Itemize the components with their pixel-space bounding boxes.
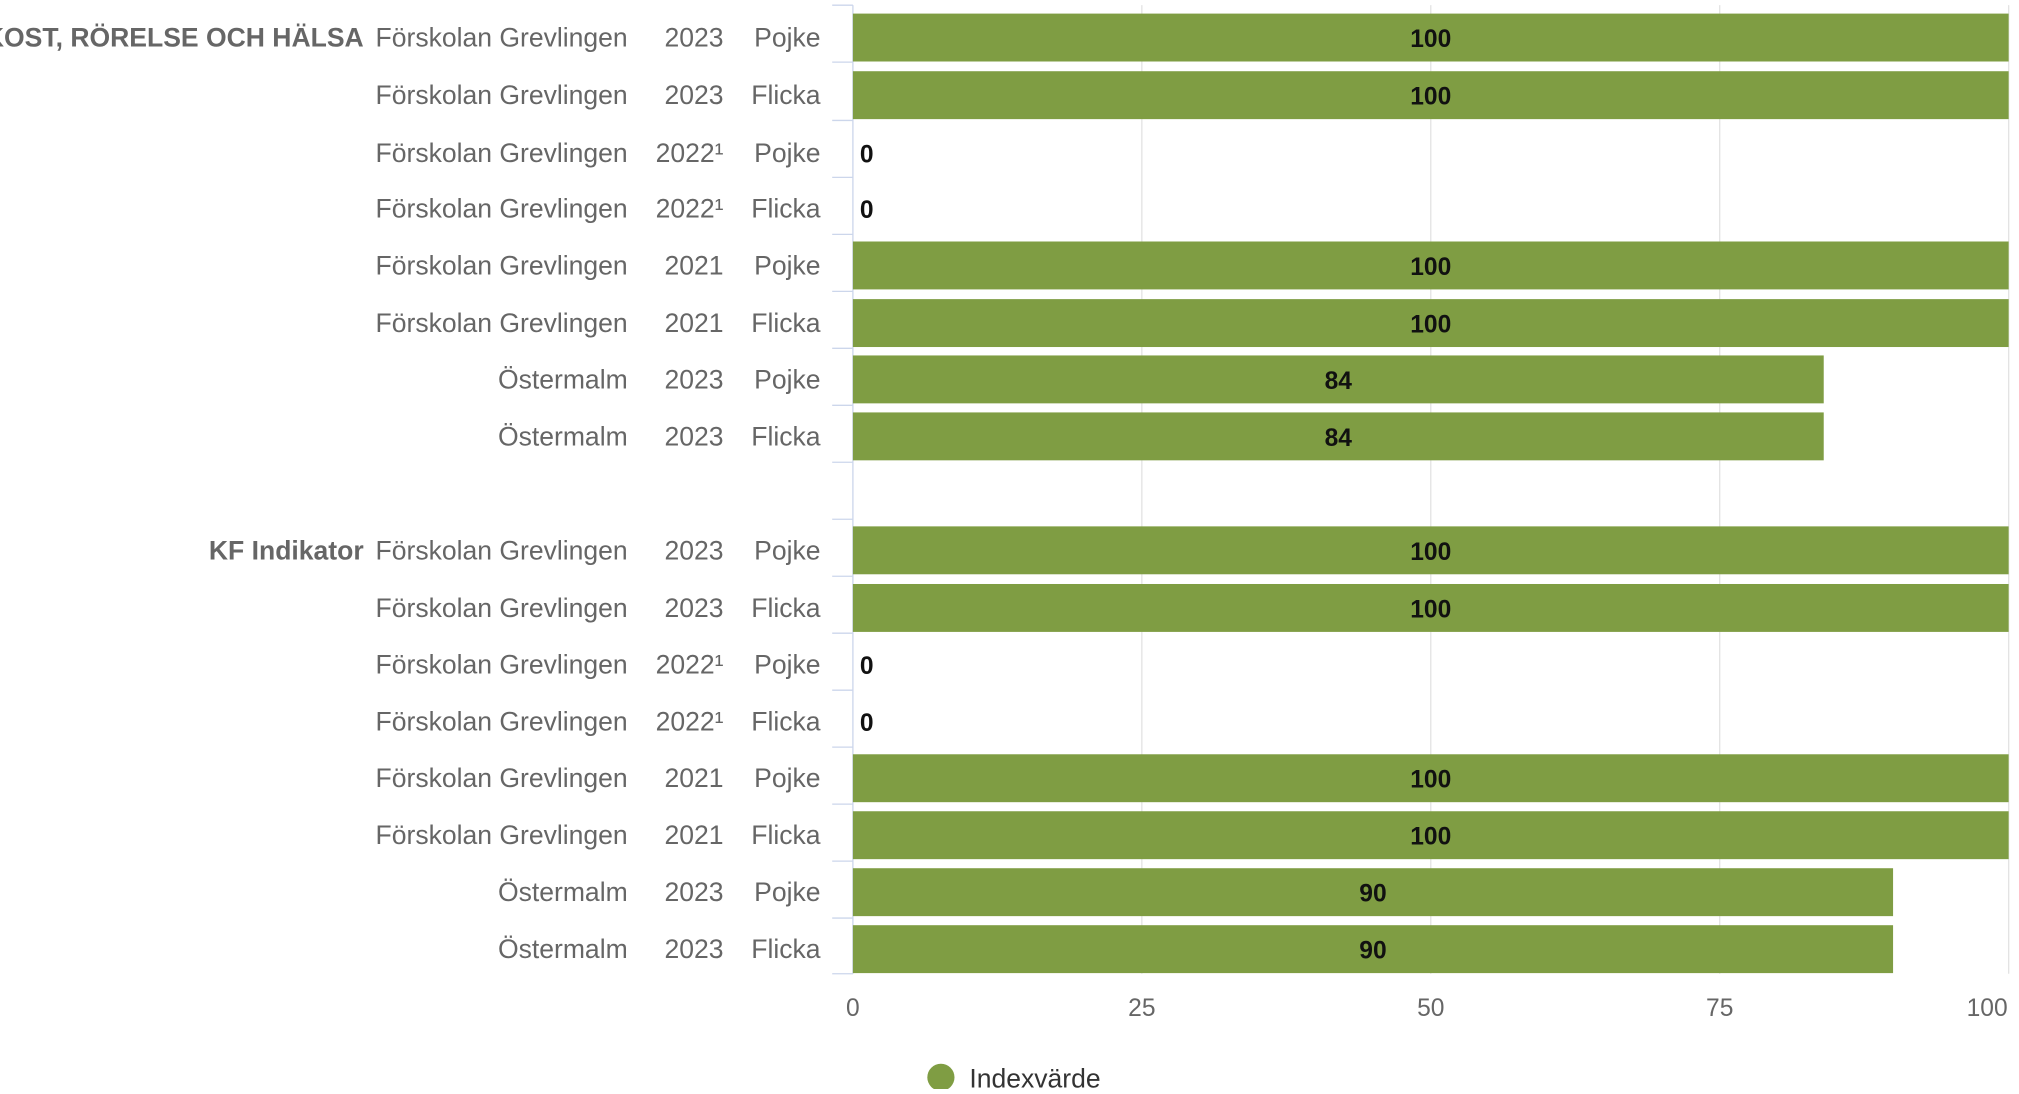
gender-label: Pojke [754, 364, 820, 394]
data-label: 100 [1410, 254, 1451, 281]
x-tick-label: 100 [1967, 995, 2008, 1022]
data-label: 0 [860, 197, 874, 224]
data-label: 0 [860, 710, 874, 737]
data-label: 0 [860, 653, 874, 680]
year-label: 2023 [664, 535, 723, 565]
bar [852, 526, 2009, 575]
x-tick-label: 0 [846, 995, 860, 1022]
gender-label: Flicka [751, 80, 821, 110]
data-label: 100 [1410, 539, 1451, 566]
unit-label: Förskolan Grevlingen [376, 820, 628, 850]
data-label: 100 [1410, 84, 1451, 111]
unit-label: Förskolan Grevlingen [376, 193, 628, 223]
gender-label: Flicka [751, 820, 821, 850]
gender-label: Pojke [754, 138, 820, 168]
bar [852, 13, 2009, 62]
year-label: 2022¹ [656, 706, 724, 736]
unit-label: Förskolan Grevlingen [376, 250, 628, 280]
data-label: 100 [1410, 312, 1451, 339]
gender-label: Pojke [754, 23, 820, 53]
gender-label: Pojke [754, 877, 820, 907]
gender-label: Pojke [754, 250, 820, 280]
unit-label: Förskolan Grevlingen [376, 706, 628, 736]
unit-label: Förskolan Grevlingen [376, 138, 628, 168]
year-label: 2023 [664, 593, 723, 623]
year-label: 2021 [664, 250, 723, 280]
year-label: 2021 [664, 820, 723, 850]
bar [852, 811, 2009, 860]
data-label: 0 [860, 141, 874, 168]
gender-label: Flicka [751, 193, 821, 223]
group-label: KOST, RÖRELSE OCH HÄLSA [0, 23, 364, 53]
data-label: 100 [1410, 26, 1451, 53]
year-label: 2022¹ [656, 649, 724, 679]
year-label: 2023 [664, 877, 723, 907]
year-label: 2023 [664, 80, 723, 110]
bar [852, 754, 2009, 803]
year-label: 2023 [664, 364, 723, 394]
unit-label: Förskolan Grevlingen [376, 593, 628, 623]
year-label: 2023 [664, 934, 723, 964]
legend-label: Indexvärde [969, 1064, 1100, 1089]
bar [852, 299, 2009, 348]
data-label: 90 [1359, 881, 1386, 908]
gender-label: Pojke [754, 535, 820, 565]
group-label: KF Indikator [209, 535, 364, 565]
year-label: 2023 [664, 23, 723, 53]
x-tick-label: 50 [1417, 995, 1444, 1022]
x-tick-label: 75 [1706, 995, 1733, 1022]
bar [852, 583, 2009, 632]
unit-label: Förskolan Grevlingen [376, 649, 628, 679]
data-label: 100 [1410, 596, 1451, 623]
unit-label: Förskolan Grevlingen [376, 23, 628, 53]
gender-label: Flicka [751, 308, 821, 338]
gender-label: Flicka [751, 706, 821, 736]
year-label: 2022¹ [656, 138, 724, 168]
gender-label: Pojke [754, 763, 820, 793]
legend-marker [927, 1063, 955, 1091]
unit-label: Östermalm [498, 364, 628, 394]
year-label: 2023 [664, 421, 723, 451]
gender-label: Flicka [751, 421, 821, 451]
data-label: 100 [1410, 767, 1451, 794]
gender-label: Flicka [751, 934, 821, 964]
gender-label: Flicka [751, 593, 821, 623]
bar [852, 868, 1894, 917]
unit-label: Östermalm [498, 877, 628, 907]
unit-label: Förskolan Grevlingen [376, 535, 628, 565]
bar [852, 241, 2009, 290]
bar [852, 925, 1894, 974]
gender-label: Pojke [754, 649, 820, 679]
data-label: 90 [1359, 938, 1386, 965]
data-label: 100 [1410, 824, 1451, 851]
bar [852, 355, 1824, 404]
year-label: 2022¹ [656, 193, 724, 223]
data-label: 84 [1325, 425, 1353, 452]
unit-label: Östermalm [498, 934, 628, 964]
year-label: 2021 [664, 308, 723, 338]
unit-label: Förskolan Grevlingen [376, 308, 628, 338]
unit-label: Förskolan Grevlingen [376, 80, 628, 110]
bar [852, 412, 1824, 461]
year-label: 2021 [664, 763, 723, 793]
bar [852, 71, 2009, 120]
data-label: 84 [1325, 368, 1353, 395]
unit-label: Förskolan Grevlingen [376, 763, 628, 793]
x-tick-label: 25 [1128, 995, 1155, 1022]
unit-label: Östermalm [498, 421, 628, 451]
